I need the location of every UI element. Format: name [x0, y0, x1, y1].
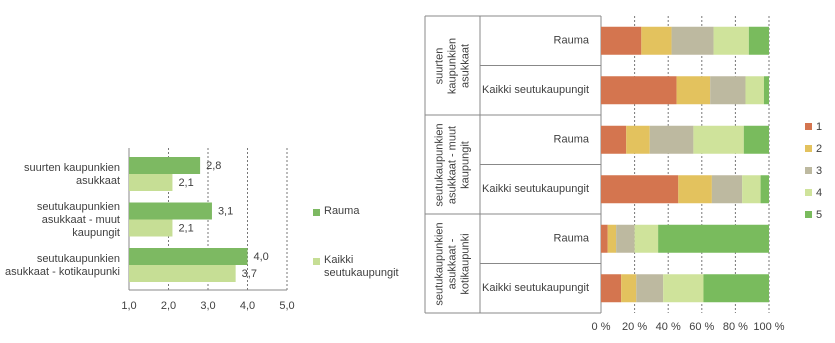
legend-swatch [805, 123, 812, 130]
legend-swatch [313, 258, 320, 265]
bar-segment [760, 175, 769, 204]
group-label: seutukaupunkien asukkaat - muut kaupungi… [432, 122, 471, 207]
category-label: Kaikki seutukaupungit [482, 84, 589, 96]
bar [129, 202, 212, 220]
x-tick-label: 5,0 [279, 300, 294, 312]
bar [129, 157, 201, 174]
bar-segment [676, 76, 711, 105]
bar-segment [745, 76, 764, 105]
bar-segment [671, 26, 714, 55]
legend-swatch [805, 211, 812, 218]
value-label: 2,8 [206, 160, 221, 172]
bar-segment [601, 274, 622, 303]
category-label: suurten kaupunkien asukkaat [23, 162, 120, 187]
bar-segment [710, 76, 746, 105]
legend-swatch [805, 145, 812, 152]
category-label: Rauma [554, 35, 590, 47]
bar-segment [693, 125, 744, 154]
value-label: 4,0 [254, 251, 269, 263]
x-tick-label: 2,0 [161, 300, 176, 312]
x-tick-label: 3,0 [200, 300, 215, 312]
legend-label: 2 [816, 143, 822, 155]
legend-label: 1 [816, 121, 822, 133]
x-tick-label: 100 % [753, 321, 784, 333]
x-tick-label: 0 % [592, 321, 611, 333]
category-label: Kaikki seutukaupungit [482, 183, 589, 195]
category-label: seutukaupunkien asukkaat - muut kaupungi… [36, 201, 120, 239]
bar-segment [713, 26, 749, 55]
category-label: seutukaupunkien asukkaat - kotikaupunki [5, 253, 120, 278]
bar-segment [711, 175, 743, 204]
legend-label: 5 [816, 209, 822, 221]
bar-segment [636, 274, 664, 303]
bar-segment [607, 224, 617, 253]
group-label: suurten kaupunkien asukkaat [432, 37, 471, 94]
value-label: 2,1 [178, 222, 193, 234]
legend-label: Kaikki seutukaupungit [324, 254, 399, 279]
bar-segment [626, 125, 650, 154]
category-label: Rauma [554, 233, 590, 245]
bar-segment [601, 224, 608, 253]
bar [129, 219, 173, 237]
x-tick-label: 80 % [723, 321, 748, 333]
bar [129, 174, 173, 191]
legend-label: Rauma [324, 205, 360, 217]
bar [129, 265, 236, 282]
category-label: Kaikki seutukaupungit [482, 282, 589, 294]
legend-label: 4 [816, 187, 822, 199]
legend-label: 3 [816, 165, 822, 177]
legend-swatch [313, 209, 320, 216]
bar-segment [663, 274, 704, 303]
bar [129, 248, 248, 265]
x-tick-label: 4,0 [240, 300, 255, 312]
legend-swatch [805, 189, 812, 196]
bar-segment [601, 175, 679, 204]
bar-segment [703, 274, 769, 303]
bar-segment [678, 175, 712, 204]
bar-segment [763, 76, 769, 105]
legend-swatch [805, 167, 812, 174]
value-label: 2,1 [178, 177, 193, 189]
value-label: 3,7 [242, 268, 257, 280]
bar-segment [601, 26, 642, 55]
bar-segment [649, 125, 694, 154]
group-label: seutukaupunkien asukkaat - kotikaupunki [432, 221, 471, 306]
bar-segment [743, 125, 769, 154]
bar-segment [601, 76, 677, 105]
bar-segment [634, 224, 659, 253]
x-tick-label: 20 % [622, 321, 647, 333]
x-tick-label: 60 % [689, 321, 714, 333]
x-tick-label: 1,0 [121, 300, 136, 312]
bar-segment [616, 224, 635, 253]
bar-segment [658, 224, 769, 253]
bar-segment [601, 125, 627, 154]
value-label: 3,1 [218, 205, 233, 217]
bar-segment [621, 274, 637, 303]
category-label: Rauma [554, 134, 590, 146]
x-tick-label: 40 % [656, 321, 681, 333]
bar-segment [748, 26, 769, 55]
bar-segment [641, 26, 672, 55]
bar-segment [742, 175, 761, 204]
